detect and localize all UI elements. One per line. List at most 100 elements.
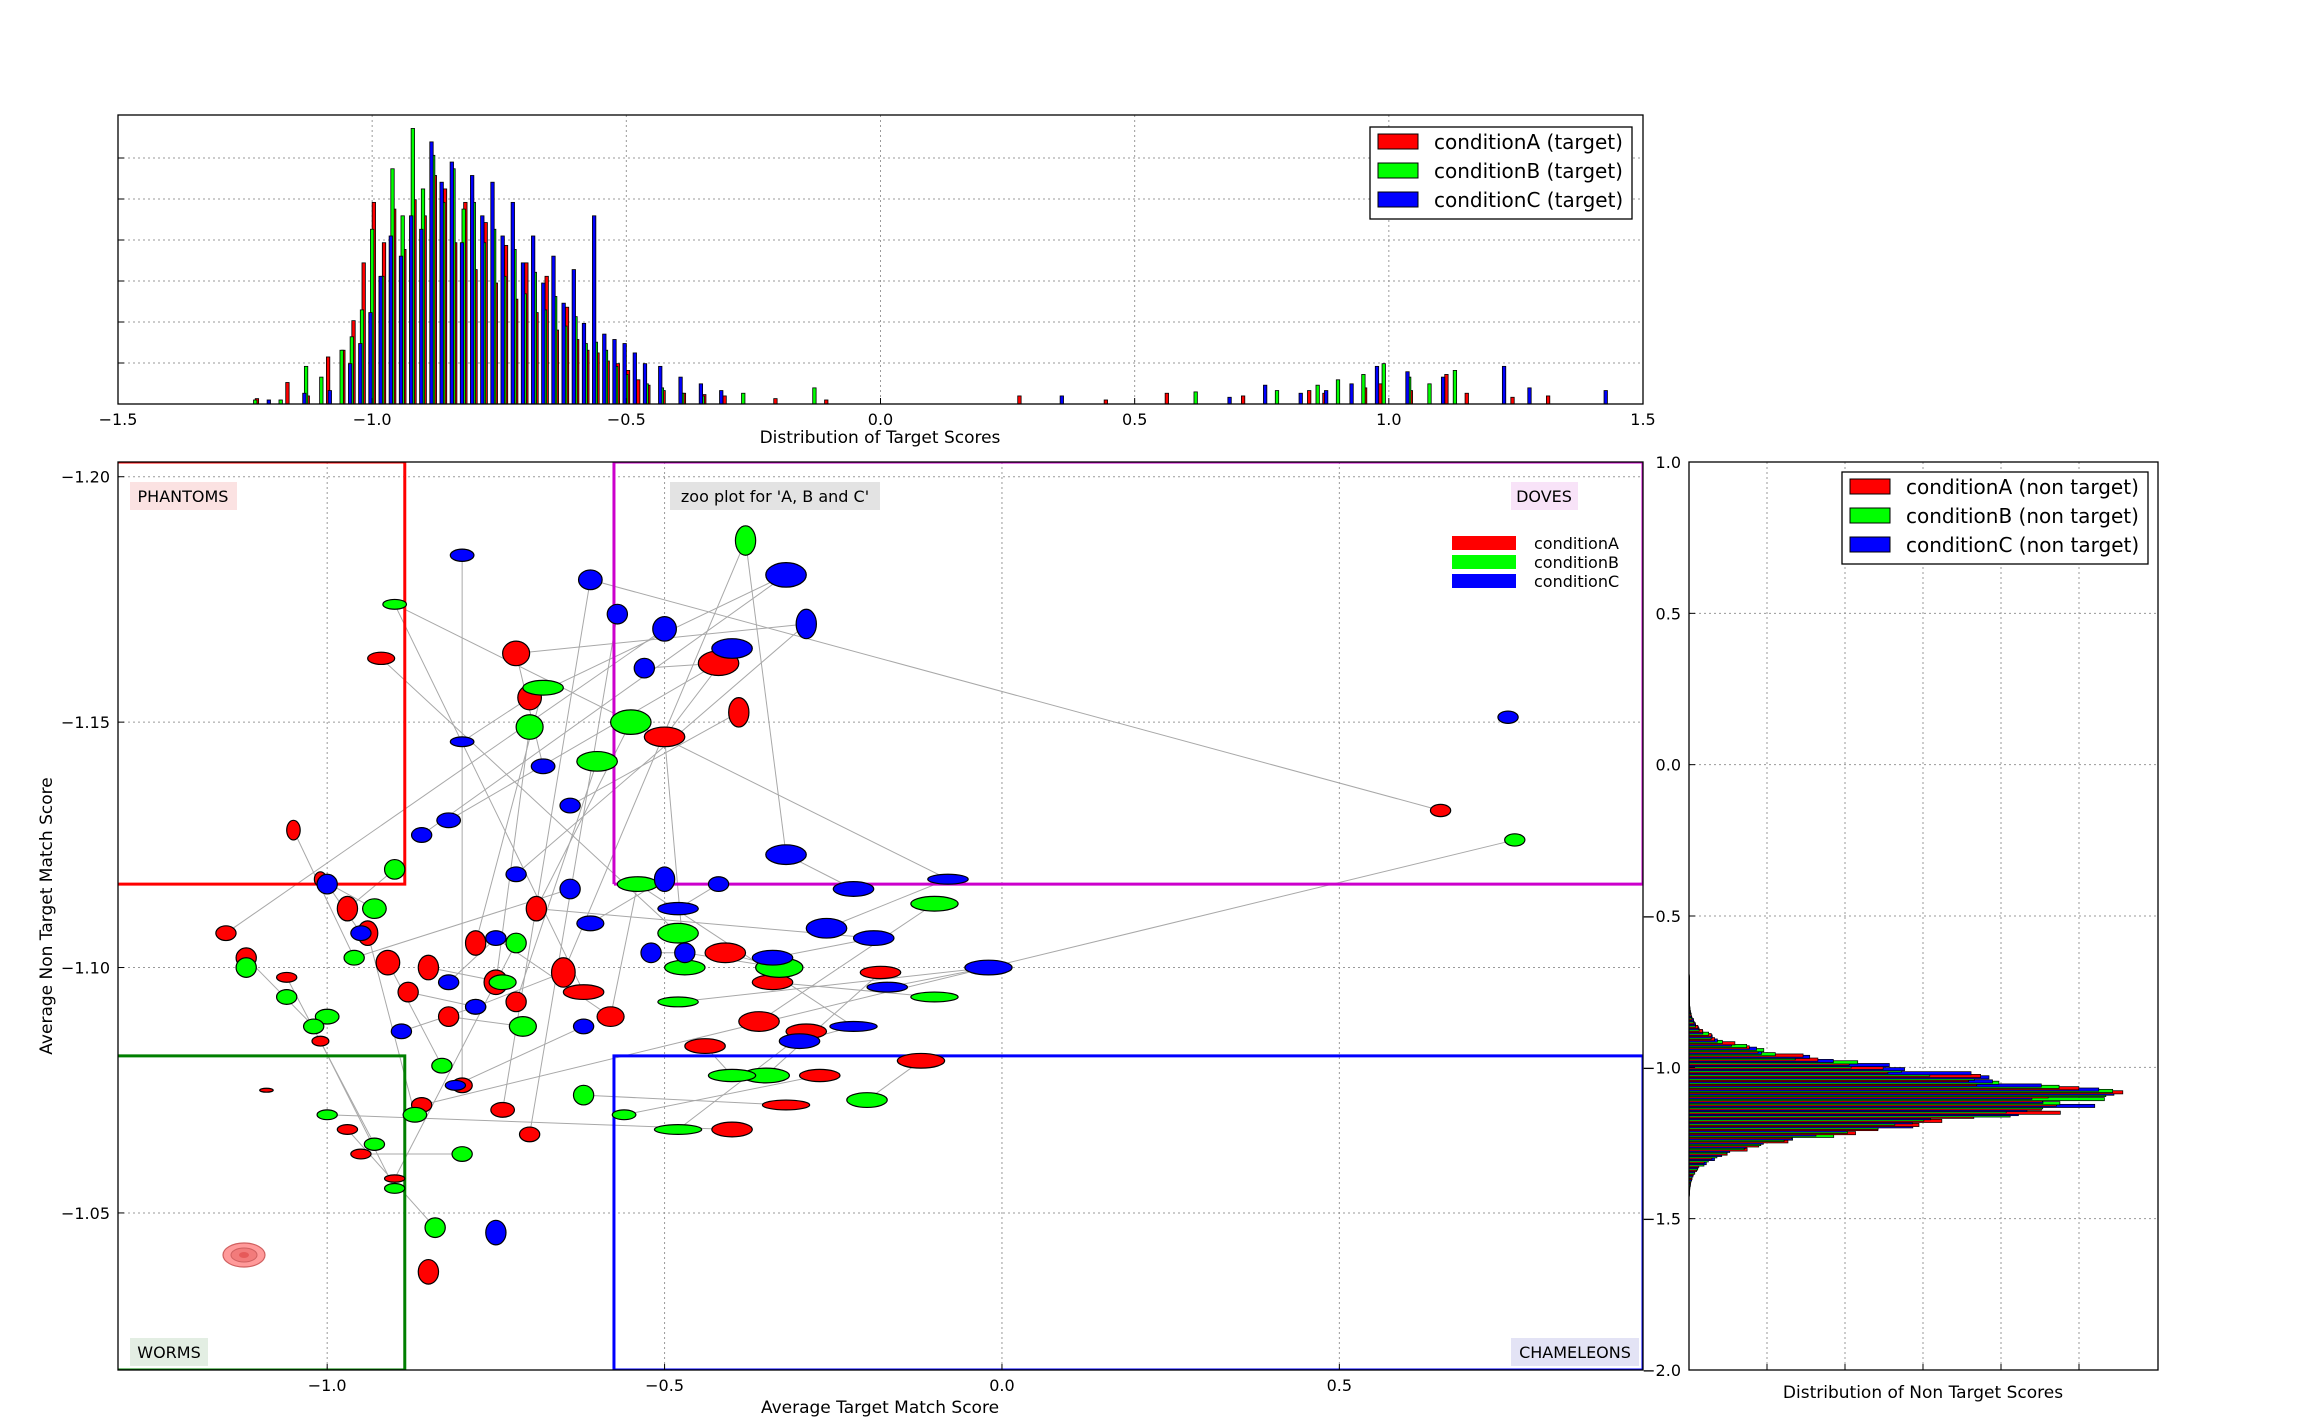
target-bar: [658, 365, 663, 404]
quadrant-label-phantoms: PHANTOMS: [130, 482, 237, 510]
target-bar: [419, 228, 424, 404]
target-histogram-bars: [253, 128, 1608, 404]
zoo-point-conditionB: [488, 974, 517, 991]
target-bar: [439, 181, 444, 404]
zoo-point-conditionA: [275, 971, 298, 983]
target-bar: [719, 390, 724, 404]
zoo-point-conditionA: [562, 984, 605, 1001]
zoo-point-conditionC: [964, 959, 1013, 976]
target-bar: [1059, 395, 1064, 404]
target-bar: [1510, 396, 1515, 404]
zoo-point-conditionA: [437, 1006, 460, 1028]
zoo-point-conditionA: [896, 1052, 946, 1069]
zoo-plot-ylabel: Average Non Target Match Score: [37, 777, 57, 1054]
zoo-point-conditionC: [505, 866, 527, 883]
zoo-point-conditionB: [707, 1068, 757, 1083]
target-bar: [1546, 395, 1551, 404]
target-bar: [581, 322, 587, 404]
zoo-point-conditionA: [505, 991, 527, 1013]
legend-label-conditionA: conditionA: [1534, 534, 1619, 553]
zoo-point-conditionB: [362, 898, 387, 920]
zoo-plot-title: zoo plot for 'A, B and C': [681, 487, 869, 506]
target-bar: [622, 343, 627, 404]
zoo-point-conditionA: [383, 1174, 406, 1183]
zoo-point-conditionC: [633, 657, 656, 679]
target-bar: [510, 201, 515, 404]
zoo-point-conditionB: [343, 949, 365, 966]
zoo-point-conditionC: [444, 1079, 467, 1091]
zoo-edge: [758, 903, 935, 1022]
zoo-plot-xlabel: Average Target Match Score: [761, 1398, 999, 1418]
non-target-histogram-yticks: 1.0 0.5 0.0 −0.5 −1.0 −1.5 −2.0: [1642, 453, 2080, 1380]
zoo-point-conditionA: [711, 1121, 753, 1138]
target-bar: [1263, 384, 1268, 404]
target-tick-label: 0.5: [1122, 410, 1147, 429]
non-target-tick-label: −0.5: [1642, 907, 1681, 926]
legend-label-conditionC: conditionC: [1534, 572, 1619, 591]
zoo-point-conditionC: [829, 1020, 878, 1032]
zoo-point-conditionA: [761, 1099, 811, 1111]
svg-text:DOVES: DOVES: [1516, 487, 1572, 506]
zoo-point-conditionC: [711, 638, 753, 659]
target-bar: [1193, 391, 1198, 404]
zoo-point-conditionA: [397, 981, 419, 1003]
zoo-point-conditionC: [652, 616, 677, 642]
target-bar: [303, 365, 309, 404]
zoo-edge: [448, 937, 497, 983]
zoo-point-conditionB: [451, 1146, 473, 1163]
target-bar: [1324, 390, 1329, 404]
target-bar: [1298, 392, 1303, 404]
target-bar: [698, 383, 704, 404]
zoo-edge: [765, 972, 881, 1076]
zoo-plot-points: [215, 525, 1526, 1285]
target-bar: [812, 387, 817, 404]
zoo-point-conditionB: [316, 1109, 338, 1121]
zoo-point-conditionA: [704, 942, 747, 964]
doves-box: [612, 462, 1643, 886]
legend-swatch-conditionB-non-target: [1849, 507, 1891, 524]
zoo-plot-frame: [117, 461, 1644, 1371]
zoo-point-conditionB: [616, 876, 659, 893]
zoo-point-conditionC: [657, 901, 699, 916]
zoo-point-conditionB: [572, 1084, 595, 1106]
non-target-tick-label: −2.0: [1642, 1361, 1681, 1380]
zoo-point-conditionB: [657, 996, 699, 1008]
target-bar: [636, 379, 641, 404]
zoo-point-conditionC: [805, 917, 848, 939]
zoo-edge: [461, 697, 530, 743]
target-bar: [678, 376, 683, 404]
chameleons-box: [612, 1054, 1643, 1370]
zoo-edge: [448, 662, 719, 821]
target-bar: [285, 382, 290, 404]
zoo-point-conditionB: [611, 1109, 637, 1121]
zoo-edge: [610, 883, 639, 1017]
zoo-xtick-label: 0.5: [1327, 1376, 1352, 1395]
zoo-ytick-label: −1.15: [61, 713, 110, 732]
zoo-point-conditionC: [674, 942, 696, 964]
quadrant-label-chameleons: CHAMELEONS: [1511, 1338, 1639, 1366]
legend-swatch-conditionB-target: [1377, 162, 1419, 179]
zoo-point-conditionB: [1504, 833, 1526, 847]
target-bar: [571, 269, 576, 404]
non-target-tick-label: 0.5: [1656, 604, 1681, 623]
target-bar: [1378, 383, 1383, 404]
zoo-point-conditionA: [859, 965, 902, 980]
target-bar: [551, 255, 556, 404]
non-target-histogram-legend: conditionA (non target) conditionB (non …: [1841, 471, 2149, 565]
target-bar: [1315, 384, 1320, 404]
zoo-point-conditionA: [502, 640, 531, 667]
legend-label-conditionC-non-target: conditionC (non target): [1906, 533, 2139, 557]
zoo-edge: [387, 962, 443, 1066]
zoo-plot-quadrant-boxes: [118, 462, 1643, 1370]
target-bar: [339, 349, 344, 404]
zoo-point-conditionB: [653, 1123, 703, 1136]
target-tick-label: −0.5: [607, 410, 646, 429]
non-target-histogram-bars: [1689, 974, 2124, 1197]
zoo-point-conditionC: [832, 881, 875, 897]
zoo-point-conditionC: [410, 827, 433, 843]
zoo-point-conditionB: [734, 525, 757, 556]
zoo-point-conditionB: [609, 709, 652, 735]
zoo-point-conditionA: [798, 1068, 841, 1083]
zoo-edge: [590, 579, 1441, 811]
zoo-plot-ticks: −1.0 −0.5 0.0 0.5 −1.20 −1.15 −1.10 −1.05: [61, 468, 1352, 1395]
